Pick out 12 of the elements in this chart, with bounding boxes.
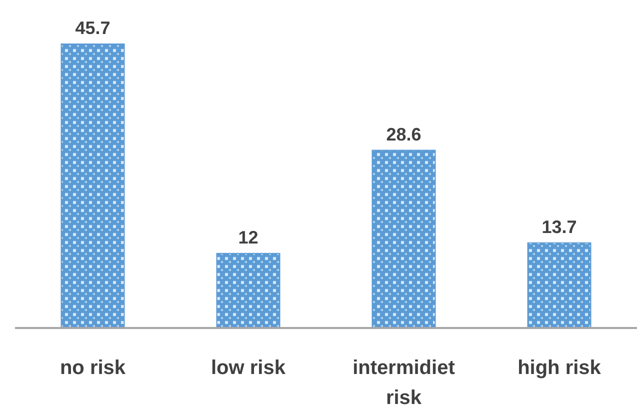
x-tick-label: high risk	[518, 357, 602, 379]
x-tick-label: low risk	[211, 357, 286, 379]
bar	[527, 242, 592, 328]
x-tick-label: no risk	[60, 357, 126, 379]
bar	[60, 44, 125, 328]
bar	[216, 252, 280, 328]
data-label: 13.7	[542, 216, 577, 237]
bar	[372, 150, 436, 328]
data-label: 28.6	[386, 124, 422, 144]
data-label: 45.7	[75, 18, 110, 38]
x-tick-label: intermidiet risk	[352, 357, 456, 409]
data-label: 12	[238, 227, 258, 248]
